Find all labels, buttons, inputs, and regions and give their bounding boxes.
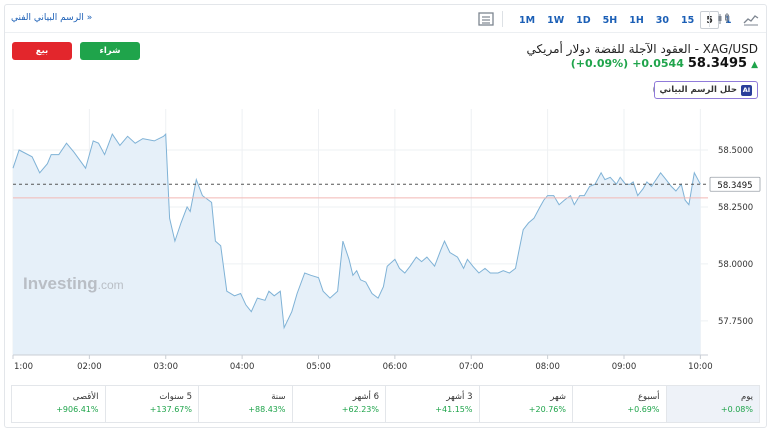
performance-change-value: +0.69% [627, 405, 660, 414]
x-tick-label: 10:00 [688, 362, 713, 372]
analyze-chart-label: حلل الرسم البياني [659, 85, 737, 95]
performance-period-label: 6 أشهر [352, 392, 379, 402]
price-line-series [12, 132, 701, 330]
x-tick-label: 02:00 [77, 362, 102, 372]
toolbar-separator [502, 11, 503, 27]
performance-cell[interactable]: 6 أشهر +62.23% [291, 386, 386, 422]
candlestick-chart-icon[interactable] [715, 11, 733, 27]
performance-period-label: 3 أشهر [446, 392, 473, 402]
performance-change-value: +41.15% [435, 405, 473, 414]
performance-cell[interactable]: 5 سنوات +137.67% [104, 386, 199, 422]
buy-button[interactable]: شراء [80, 42, 140, 60]
performance-change-value: +0.08% [720, 405, 753, 414]
settings-table-icon[interactable] [477, 11, 495, 27]
y-tick-label: 57.7500 [718, 317, 753, 327]
performance-cell[interactable]: شهر +20.76% [478, 386, 573, 422]
last-price: 58.3495 [687, 56, 748, 71]
ai-icon: AI [741, 84, 752, 96]
performance-cell[interactable]: الأقصى +906.41% [12, 386, 105, 422]
performance-strip: يوم +0.08% أسبوع +0.69% شهر +20.76% 3 أشهر +41.… [11, 385, 760, 423]
area-chart-icon[interactable] [742, 11, 760, 27]
full-chart-link[interactable]: الرسم البياني الفني » [11, 13, 93, 23]
performance-period-label: 5 سنوات [159, 392, 192, 402]
timeframe-button-1d[interactable]: 1D [576, 15, 591, 26]
instrument-title: XAG/USD - العقود الآجلة للفضة دولار أمري… [526, 42, 758, 56]
performance-cell[interactable]: أسبوع +0.69% [572, 386, 666, 422]
y-tick-label: 58.2500 [718, 203, 753, 213]
performance-change-value: +906.41% [56, 405, 99, 414]
performance-period-label: أسبوع [637, 392, 660, 402]
chart-toolbar: الرسم البياني الفني » 1M1W1D5H1H301551 [5, 5, 766, 33]
change-percent: (+0.09%) [570, 57, 629, 70]
timeframe-button-1h[interactable]: 1H [629, 15, 644, 26]
y-tick-label: 58.0000 [718, 260, 753, 270]
performance-period-label: شهر [550, 392, 566, 402]
timeframe-button-1w[interactable]: 1W [547, 15, 565, 26]
performance-change-value: +20.76% [528, 405, 566, 414]
sell-button[interactable]: بيع [12, 42, 72, 60]
investing-watermark: Investing.com [23, 274, 124, 293]
timeframe-button-1m[interactable]: 1M [519, 15, 536, 26]
last-price-tag [709, 176, 761, 192]
performance-cell[interactable]: يوم +0.08% [665, 386, 759, 422]
change-value: +0.0544 [632, 57, 684, 70]
analyze-chart-button[interactable]: حلل الرسم البياني AI [654, 81, 758, 99]
performance-period-label: الأقصى [72, 392, 99, 402]
performance-period-label: سنة [271, 392, 286, 402]
timeframe-button-30[interactable]: 30 [655, 15, 670, 26]
x-tick-label: 09:00 [612, 362, 637, 372]
price-line: (+0.09%) +0.0544 58.3495 ▲ [571, 56, 758, 71]
y-tick-label: 58.5000 [718, 146, 753, 156]
timeframe-selector: 1M1W1D5H1H301551 [513, 10, 738, 30]
performance-change-value: +88.43% [248, 405, 286, 414]
performance-cell[interactable]: سنة +88.43% [198, 386, 292, 422]
watermark-suffix: .com [98, 278, 124, 292]
performance-cell[interactable]: 3 أشهر +41.15% [385, 386, 479, 422]
x-tick-label: 04:00 [230, 362, 255, 372]
last-price-tag-label: 58.3495 [717, 181, 752, 191]
timeframe-button-5h[interactable]: 5H [602, 15, 618, 26]
performance-change-value: +137.67% [149, 405, 192, 414]
toolbar-separator [709, 11, 710, 27]
chart-widget: الرسم البياني الفني » 1M1W1D5H1H301551 ب… [4, 4, 767, 428]
x-tick-label: 08:00 [535, 362, 560, 372]
x-tick-label: 03:00 [153, 362, 178, 372]
price-chart[interactable]: 58.3495 58.5000 58.2500 58.0000 57.7500 1:00 0… [5, 105, 766, 377]
watermark-brand: Investing [23, 274, 98, 293]
x-tick-label: 06:00 [383, 362, 408, 372]
x-tick-label: 05:00 [306, 362, 331, 372]
price-area [13, 134, 701, 355]
x-tick-label: 1:00 [14, 362, 33, 372]
timeframe-button-15[interactable]: 15 [681, 15, 695, 26]
up-arrow-icon: ▲ [751, 60, 758, 70]
x-tick-label: 07:00 [459, 362, 484, 372]
performance-change-value: +62.23% [341, 405, 379, 414]
performance-period-label: يوم [740, 392, 753, 402]
